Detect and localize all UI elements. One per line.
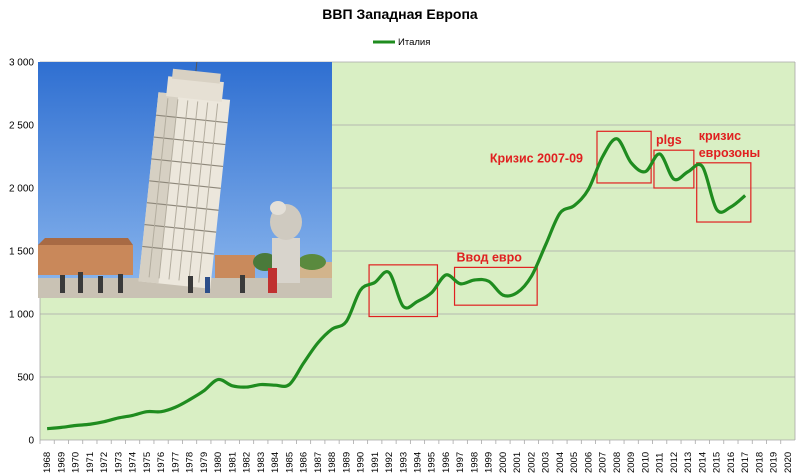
x-tick-label: 1973 [113,452,124,473]
x-tick-label: 1986 [299,452,310,473]
x-tick-label: 1975 [142,452,153,473]
x-tick-label: 1984 [270,452,281,473]
x-tick-label: 1980 [213,452,224,473]
y-tick-label: 0 [28,436,34,447]
chart-title: ВВП Западная Европа [322,6,478,22]
x-tick-label: 2000 [498,452,509,473]
x-tick-label: 2006 [583,452,594,473]
annotation-label: Ввод евро [457,250,523,264]
x-tick-label: 1981 [227,452,238,473]
annotation-label: plgs [656,133,682,147]
x-tick-label: 2013 [683,452,694,473]
x-tick-label: 1993 [398,452,409,473]
x-tick-label: 1969 [56,452,67,473]
x-tick-label: 1989 [341,452,352,473]
x-tick-label: 1970 [71,452,82,473]
pisa-tower-photo [38,62,332,298]
x-tick-label: 1988 [327,452,338,473]
annotation-box [596,130,652,184]
x-tick-label: 2020 [783,452,794,473]
y-tick-label: 500 [17,373,34,384]
annotations: Ввод евро Кризис 2007-09 plgs кризис еврозон… [368,129,761,318]
x-tick-label: 1977 [170,452,181,473]
x-tick-label: 1990 [356,452,367,473]
y-tick-label: 2 500 [9,121,34,132]
x-tick-label: 2008 [612,452,623,473]
x-tick-label: 1985 [284,452,295,473]
x-tick-label: 2009 [626,452,637,473]
x-tick-label: 2004 [555,452,566,473]
x-tick-label: 2003 [541,452,552,473]
y-tick-label: 2 000 [9,184,34,195]
y-axis: 0 500 1 000 1 500 2 000 2 500 3 000 [9,58,34,447]
x-tick-label: 2010 [640,452,651,473]
x-tick-label: 2012 [669,452,680,473]
x-tick-label: 2019 [769,452,780,473]
x-tick-label: 1991 [370,452,381,473]
legend: Италия [373,37,430,48]
x-tick-label: 1979 [199,452,210,473]
x-tick-label: 1982 [242,452,253,473]
annotation-box [453,266,538,306]
x-tick-label: 2016 [726,452,737,473]
x-tick-label: 2011 [655,453,666,473]
series-italy [46,137,747,431]
legend-label: Италия [398,37,430,48]
x-tick-label: 2015 [712,452,723,473]
y-tick-label: 1 500 [9,247,34,258]
x-tick-label: 1996 [441,452,452,473]
y-tick-label: 1 000 [9,310,34,321]
x-tick-label: 1995 [427,452,438,473]
series-line-italy [46,137,747,431]
x-tick-label: 1992 [384,452,395,473]
x-axis: 1968 1969 1970 1971 1972 1973 1974 1975 1976 1977… [39,440,794,473]
x-tick-label: 1968 [42,452,53,473]
x-tick-label: 1976 [156,452,167,473]
y-tick-label: 3 000 [9,58,34,69]
x-tick-label: 1997 [455,452,466,473]
x-tick-label: 2007 [598,452,609,473]
x-tick-label: 1994 [413,452,424,473]
annotation-label: кризис еврозоны [699,129,761,160]
x-tick-label: 2001 [512,452,523,473]
x-tick-label: 2017 [740,452,751,473]
x-tick-label: 2014 [697,452,708,473]
x-tick-label: 2002 [526,452,537,473]
x-tick-label: 2005 [569,452,580,473]
x-tick-label: 1998 [469,452,480,473]
annotation-box [696,162,752,223]
x-tick-label: 1971 [85,452,96,473]
x-tick-label: 1978 [185,452,196,473]
x-tick-label: 1999 [484,452,495,473]
x-tick-label: 1983 [256,452,267,473]
x-tick-label: 1974 [128,452,139,473]
annotation-box [368,264,439,318]
x-tick-label: 2018 [754,452,765,473]
x-tick-label: 1987 [313,452,324,473]
annotation-label: Кризис 2007-09 [490,151,583,165]
x-tick-label: 1972 [99,452,110,473]
